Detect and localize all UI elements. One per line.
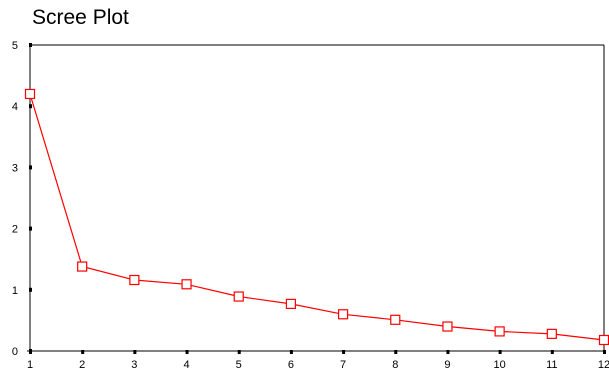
series-line [29, 93, 605, 341]
x-tick-mark-10 [498, 350, 502, 354]
y-tick-label-3: 3 [12, 162, 18, 174]
x-tick-mark-12 [603, 350, 606, 354]
x-axis-ticks: 1 2 3 4 5 6 7 8 9 10 11 12 [27, 350, 609, 370]
x-tick-label-12: 12 [598, 359, 609, 370]
y-tick-label-2: 2 [12, 224, 18, 236]
x-tick-mark-7 [342, 350, 346, 354]
y-tick-mark-5 [29, 43, 32, 47]
data-point-10 [494, 326, 505, 337]
y-tick-mark-3 [29, 165, 32, 170]
y-tick-label-0: 0 [12, 346, 18, 358]
x-tick-mark-5 [237, 350, 241, 354]
data-point-12 [598, 334, 609, 346]
x-tick-mark-11 [550, 350, 554, 354]
x-tick-mark-4 [185, 350, 189, 354]
data-point-11 [546, 328, 557, 339]
data-point-4 [181, 279, 192, 290]
x-tick-mark-6 [289, 350, 293, 354]
y-tick-label-4: 4 [12, 101, 18, 113]
series-line-group [29, 93, 605, 341]
x-tick-mark-9 [446, 350, 450, 354]
y-tick-label-5: 5 [12, 40, 18, 52]
y-tick-mark-4 [29, 104, 32, 109]
y-tick-mark-2 [29, 226, 32, 231]
y-tick-mark-1 [29, 287, 32, 292]
x-tick-label-9: 9 [444, 359, 450, 370]
x-tick-mark-1 [29, 350, 32, 354]
x-tick-label-1: 1 [27, 359, 33, 370]
x-tick-label-6: 6 [288, 359, 294, 370]
data-point-8 [390, 314, 401, 325]
data-point-9 [442, 321, 453, 332]
x-tick-mark-2 [81, 350, 85, 354]
y-axis-ticks: 0 1 2 3 4 5 [12, 40, 32, 358]
x-tick-label-11: 11 [546, 359, 557, 370]
y-tick-label-1: 1 [12, 285, 18, 297]
data-point-3 [129, 274, 140, 286]
plot-frame [27, 44, 605, 354]
x-tick-label-4: 4 [183, 359, 189, 370]
data-point-5 [233, 291, 244, 302]
x-tick-mark-3 [133, 350, 137, 354]
data-point-2 [77, 261, 88, 272]
data-point-1 [24, 88, 36, 100]
x-tick-label-10: 10 [494, 359, 506, 370]
chart-title: Scree Plot [32, 6, 129, 29]
x-tick-label-3: 3 [131, 359, 137, 370]
x-tick-label-7: 7 [340, 359, 346, 370]
data-point-6 [285, 298, 297, 309]
data-point-7 [337, 309, 349, 320]
x-tick-label-2: 2 [79, 359, 85, 370]
x-tick-label-5: 5 [236, 359, 242, 370]
x-tick-mark-8 [394, 350, 398, 354]
data-point-markers [24, 88, 609, 346]
x-tick-label-8: 8 [392, 359, 398, 370]
